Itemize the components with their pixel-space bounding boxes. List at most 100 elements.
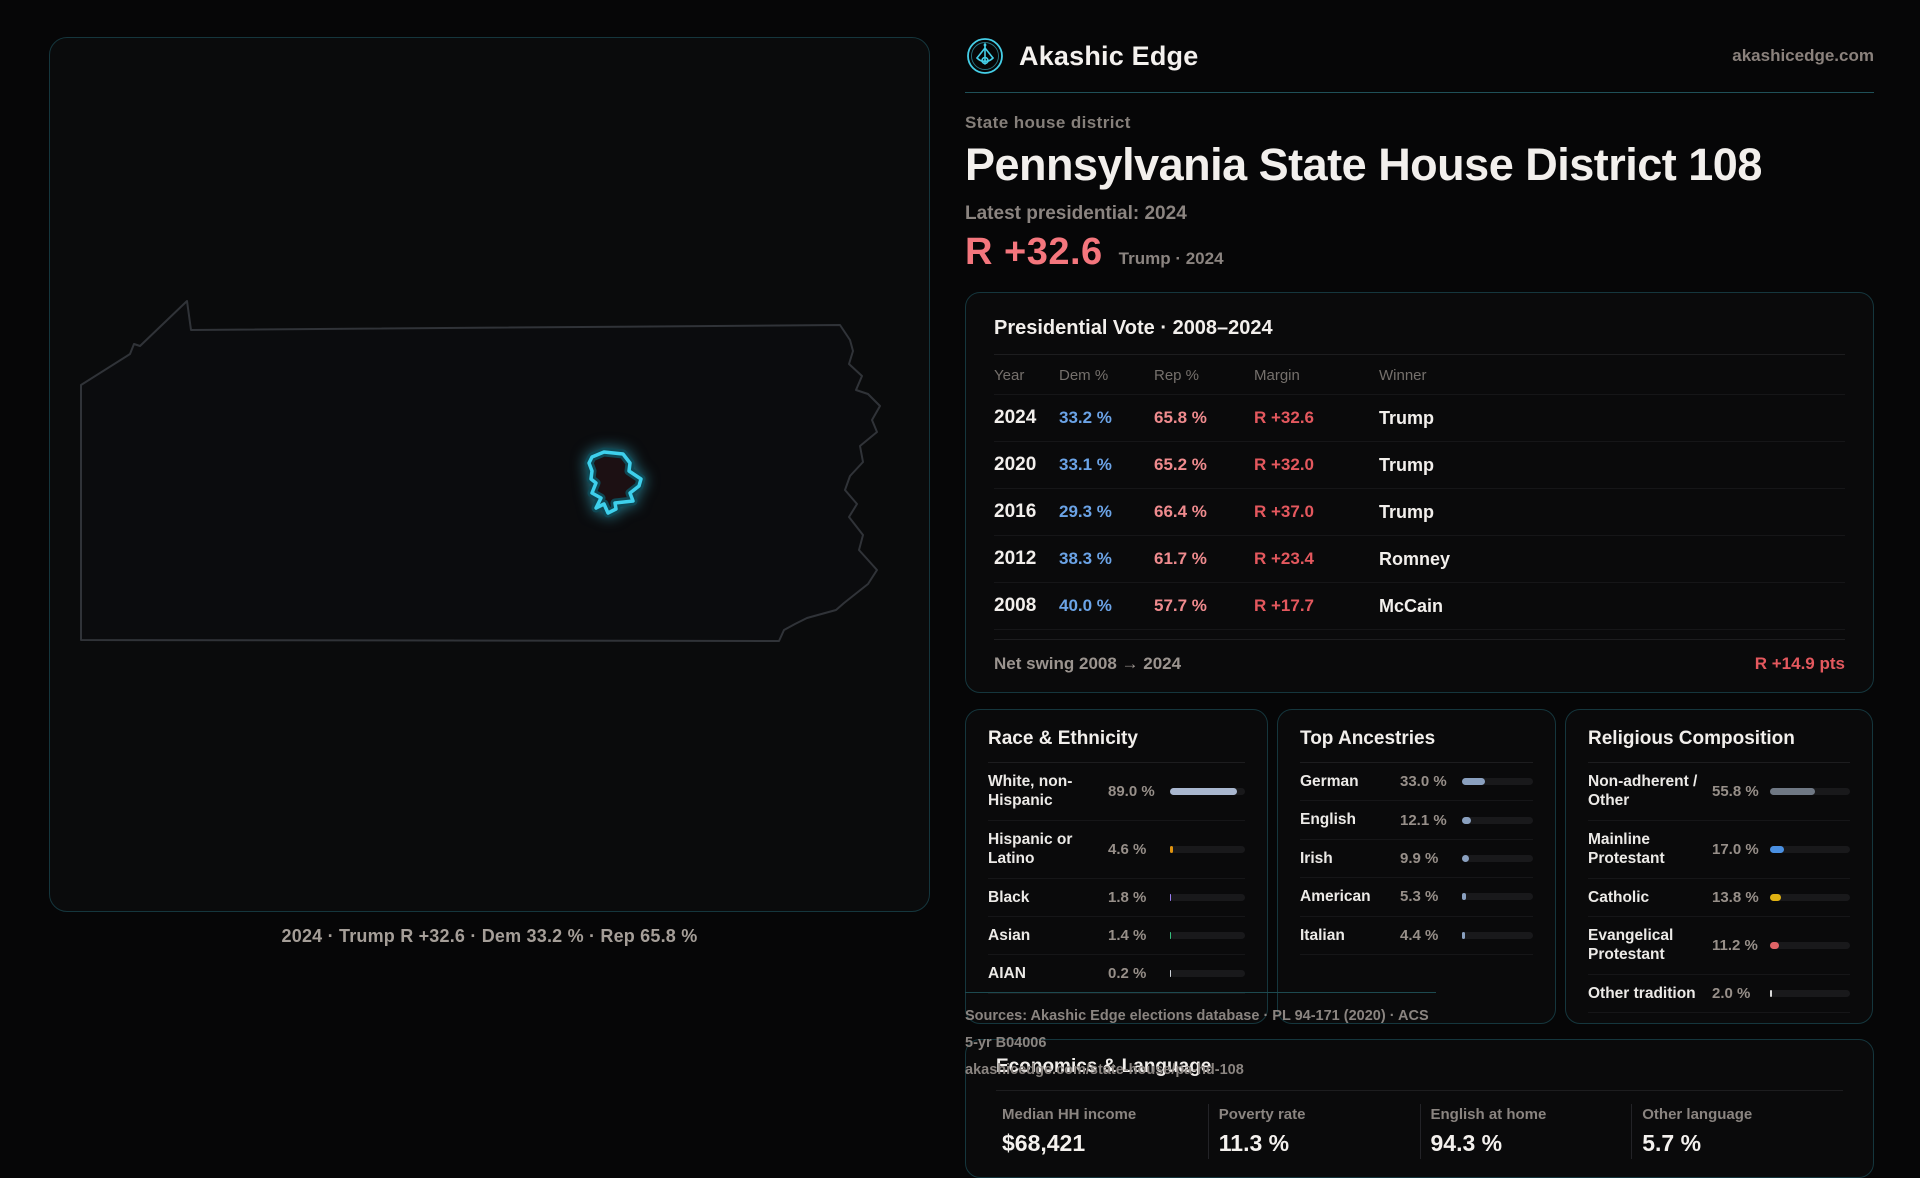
district-type-kicker: State house district <box>965 113 1131 132</box>
ancestry-bar <box>1462 854 1533 862</box>
ancestry-label: Irish <box>1300 849 1333 867</box>
economics-stat-label: English at home <box>1430 1106 1547 1123</box>
race-label: White, non-Hispanic <box>988 773 1073 810</box>
religion-value: 11.2 % <box>1712 936 1758 954</box>
race-bar <box>1170 787 1245 795</box>
ancestry-bar <box>1462 931 1533 939</box>
economics-stat-label: Other language <box>1642 1106 1753 1123</box>
vote-margin: R +37.0 <box>1254 502 1315 521</box>
district-map-panel <box>49 37 930 912</box>
brand-header: Akashic Edge akashicedge.com <box>965 0 1874 93</box>
ancestry-label: American <box>1300 888 1371 906</box>
page-title: Pennsylvania State House District 108 <box>965 139 1762 190</box>
economics-stat: Other language 5.7 % <box>1631 1104 1843 1159</box>
ancestry-value: 5.3 % <box>1400 888 1439 906</box>
religion-label: Mainline Protestant <box>1588 830 1665 868</box>
race-bar <box>1170 845 1245 853</box>
religion-title: Religious Composition <box>1588 728 1850 763</box>
race-value: 89.0 % <box>1108 782 1155 800</box>
district-108-shape[interactable] <box>584 447 646 518</box>
ancestries-title: Top Ancestries <box>1300 728 1533 763</box>
akashic-edge-logo-icon <box>967 38 1003 74</box>
ancestry-bar <box>1462 816 1533 824</box>
ancestry-label: English <box>1300 811 1356 829</box>
ancestry-row: Italian 4.4 % <box>1300 917 1533 955</box>
ancestry-bar <box>1462 893 1533 901</box>
demographics-row: Race & Ethnicity White, non-Hispanic 89.… <box>965 709 1874 1024</box>
race-row: Hispanic or Latino 4.6 % <box>988 821 1245 879</box>
race-bar <box>1170 893 1245 901</box>
economics-stat-value: 11.3 % <box>1218 1130 1290 1156</box>
race-ethnicity-title: Race & Ethnicity <box>988 728 1245 763</box>
religion-label: Non-adherent / Other <box>1588 773 1698 810</box>
economics-stat: English at home 94.3 % <box>1419 1104 1632 1159</box>
economics-stat-value: 94.3 % <box>1430 1130 1503 1156</box>
race-bar <box>1170 970 1245 978</box>
economics-stat-label: Poverty rate <box>1218 1106 1306 1123</box>
ancestry-value: 4.4 % <box>1400 926 1439 944</box>
ancestry-value: 9.9 % <box>1400 849 1439 867</box>
ancestry-value: 12.1 % <box>1400 811 1447 829</box>
brand-domain-link[interactable]: akashicedge.com <box>1732 46 1874 65</box>
vote-dem-pct: 40.0 % <box>1059 596 1112 615</box>
vote-table-row: 2008 40.0 % 57.7 % R +17.7 McCain <box>994 583 1845 630</box>
presidential-vote-panel: Presidential Vote · 2008–2024 Year Dem %… <box>965 292 1874 693</box>
religion-panel: Religious Composition Non-adherent / Oth… <box>1565 709 1873 1024</box>
vote-margin: R +23.4 <box>1254 549 1315 568</box>
vote-table-row: 2020 33.1 % 65.2 % R +32.0 Trump <box>994 442 1845 489</box>
brand-name: Akashic Edge <box>1019 40 1199 71</box>
net-swing-value: R +14.9 pts <box>1754 654 1845 673</box>
economics-stat-value: $68,421 <box>1002 1130 1086 1156</box>
religion-bar <box>1770 941 1850 949</box>
vote-table-row: 2016 29.3 % 66.4 % R +37.0 Trump <box>994 489 1845 536</box>
ancestry-label: German <box>1300 773 1359 790</box>
race-bar <box>1170 932 1245 940</box>
col-year: Year <box>994 367 1025 384</box>
religion-label: Other tradition <box>1588 984 1696 1002</box>
religion-value: 17.0 % <box>1712 840 1759 858</box>
religion-value: 13.8 % <box>1712 888 1759 906</box>
vote-table-row: 2012 38.3 % 61.7 % R +23.4 Romney <box>994 536 1845 583</box>
race-value: 1.8 % <box>1108 888 1147 906</box>
ancestry-row: American 5.3 % <box>1300 878 1533 917</box>
economics-stats: Median HH income $68,421 Poverty rate 11… <box>996 1104 1843 1159</box>
race-label: Asian <box>988 926 1031 944</box>
race-value: 1.4 % <box>1108 927 1147 945</box>
ancestry-row: English 12.1 % <box>1300 801 1533 840</box>
vote-year: 2024 <box>994 407 1037 428</box>
religion-row: Catholic 13.8 % <box>1588 879 1850 917</box>
religion-bar <box>1770 787 1850 795</box>
vote-margin: R +32.0 <box>1254 455 1315 474</box>
religion-value: 2.0 % <box>1712 984 1751 1002</box>
vote-table-row: 2024 33.2 % 65.8 % R +32.6 Trump <box>994 395 1845 442</box>
vote-rep-pct: 66.4 % <box>1154 502 1207 521</box>
religion-row: Non-adherent / Other 55.8 % <box>1588 763 1850 821</box>
ancestries-panel: Top Ancestries German 33.0 % English 12.… <box>1277 709 1556 1024</box>
headline-margin-context: Trump · 2024 <box>1118 249 1224 268</box>
vote-dem-pct: 33.2 % <box>1059 408 1112 427</box>
ancestry-row: German 33.0 % <box>1300 763 1533 802</box>
pennsylvania-outline <box>80 300 881 642</box>
race-row: Asian 1.4 % <box>988 917 1245 956</box>
vote-year: 2012 <box>994 548 1037 569</box>
vote-margin: R +17.7 <box>1254 596 1315 615</box>
vote-rep-pct: 65.2 % <box>1154 455 1207 474</box>
vote-rep-pct: 61.7 % <box>1154 549 1207 568</box>
ancestry-row: Irish 9.9 % <box>1300 840 1533 879</box>
religion-label: Catholic <box>1588 888 1650 906</box>
race-row: AIAN 0.2 % <box>988 955 1245 994</box>
religion-row: Other tradition 2.0 % <box>1588 975 1850 1013</box>
map-caption: 2024 · Trump R +32.6 · Dem 33.2 % · Rep … <box>281 926 698 946</box>
race-value: 4.6 % <box>1108 840 1147 858</box>
religion-value: 55.8 % <box>1712 782 1759 800</box>
religion-label: Evangelical Protestant <box>1588 926 1674 964</box>
report-column: Akashic Edge akashicedge.com State house… <box>965 0 1874 1178</box>
ancestry-bar <box>1462 778 1533 786</box>
vote-dem-pct: 38.3 % <box>1059 549 1112 568</box>
economics-stat: Median HH income $68,421 <box>996 1104 1208 1159</box>
headline-margin-value: R +32.6 <box>965 231 1103 273</box>
latest-presidential-label: Latest presidential: 2024 <box>965 203 1187 224</box>
vote-rep-pct: 57.7 % <box>1154 596 1207 615</box>
ancestry-label: Italian <box>1300 926 1345 944</box>
col-dem: Dem % <box>1059 367 1109 384</box>
